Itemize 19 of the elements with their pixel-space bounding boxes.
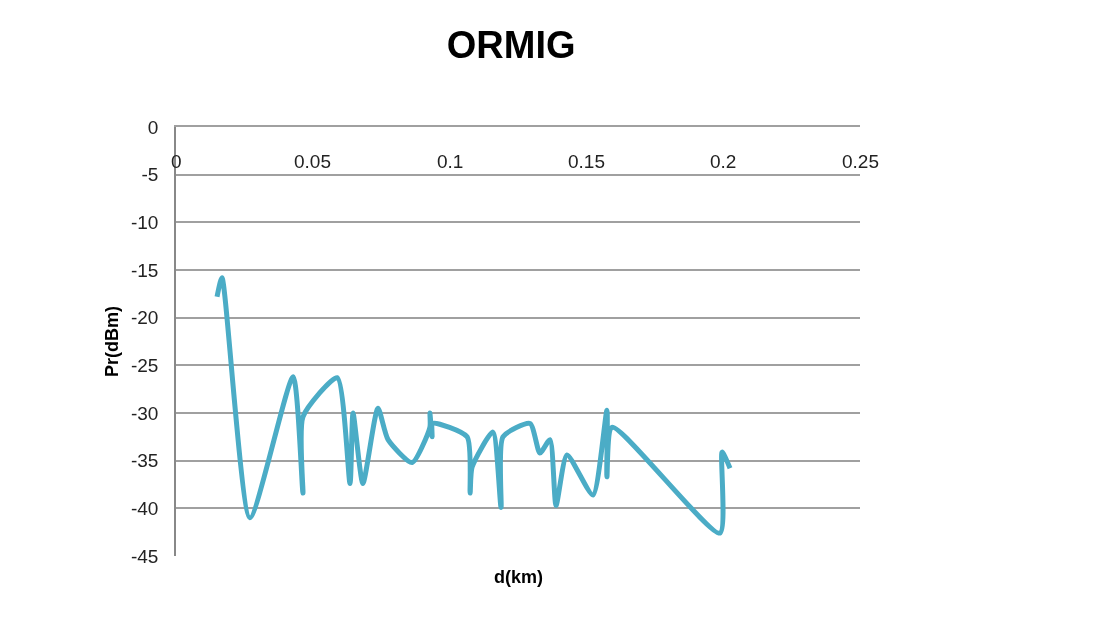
x-tick-label: 0.2 bbox=[710, 151, 737, 172]
y-tick-label: 0 bbox=[147, 116, 159, 138]
chart-title: ORMIG bbox=[446, 23, 576, 66]
y-tick-label: -15 bbox=[130, 259, 159, 281]
x-tick-label: 0.05 bbox=[294, 151, 331, 172]
x-axis-title: d(km) bbox=[494, 567, 543, 587]
y-tick-label: -40 bbox=[130, 497, 159, 519]
x-tick-label: 0 bbox=[171, 151, 182, 172]
x-tick-label: 0.1 bbox=[437, 151, 464, 172]
y-tick-label: -10 bbox=[130, 211, 159, 233]
y-tick-label: -5 bbox=[141, 164, 159, 186]
y-tick-label: -45 bbox=[130, 545, 159, 567]
y-tick-label: -25 bbox=[130, 354, 159, 376]
y-tick-label: -20 bbox=[130, 307, 159, 329]
y-tick-label: -35 bbox=[130, 450, 159, 472]
x-tick-label: 0.25 bbox=[842, 151, 879, 172]
y-axis-title: Pr(dBm) bbox=[101, 306, 122, 377]
y-tick-label: -30 bbox=[130, 402, 159, 424]
x-tick-label: 0.15 bbox=[568, 151, 605, 172]
